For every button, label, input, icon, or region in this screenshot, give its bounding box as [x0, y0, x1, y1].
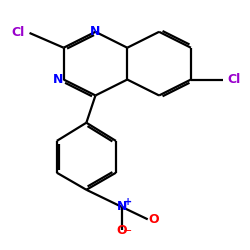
Text: O: O [116, 224, 127, 237]
Text: −: − [123, 226, 133, 236]
Text: +: + [124, 197, 132, 207]
Text: Cl: Cl [228, 73, 241, 86]
Text: O: O [149, 213, 160, 226]
Text: Cl: Cl [12, 26, 25, 40]
Text: N: N [116, 200, 127, 213]
Text: N: N [90, 25, 101, 38]
Text: N: N [53, 73, 63, 86]
